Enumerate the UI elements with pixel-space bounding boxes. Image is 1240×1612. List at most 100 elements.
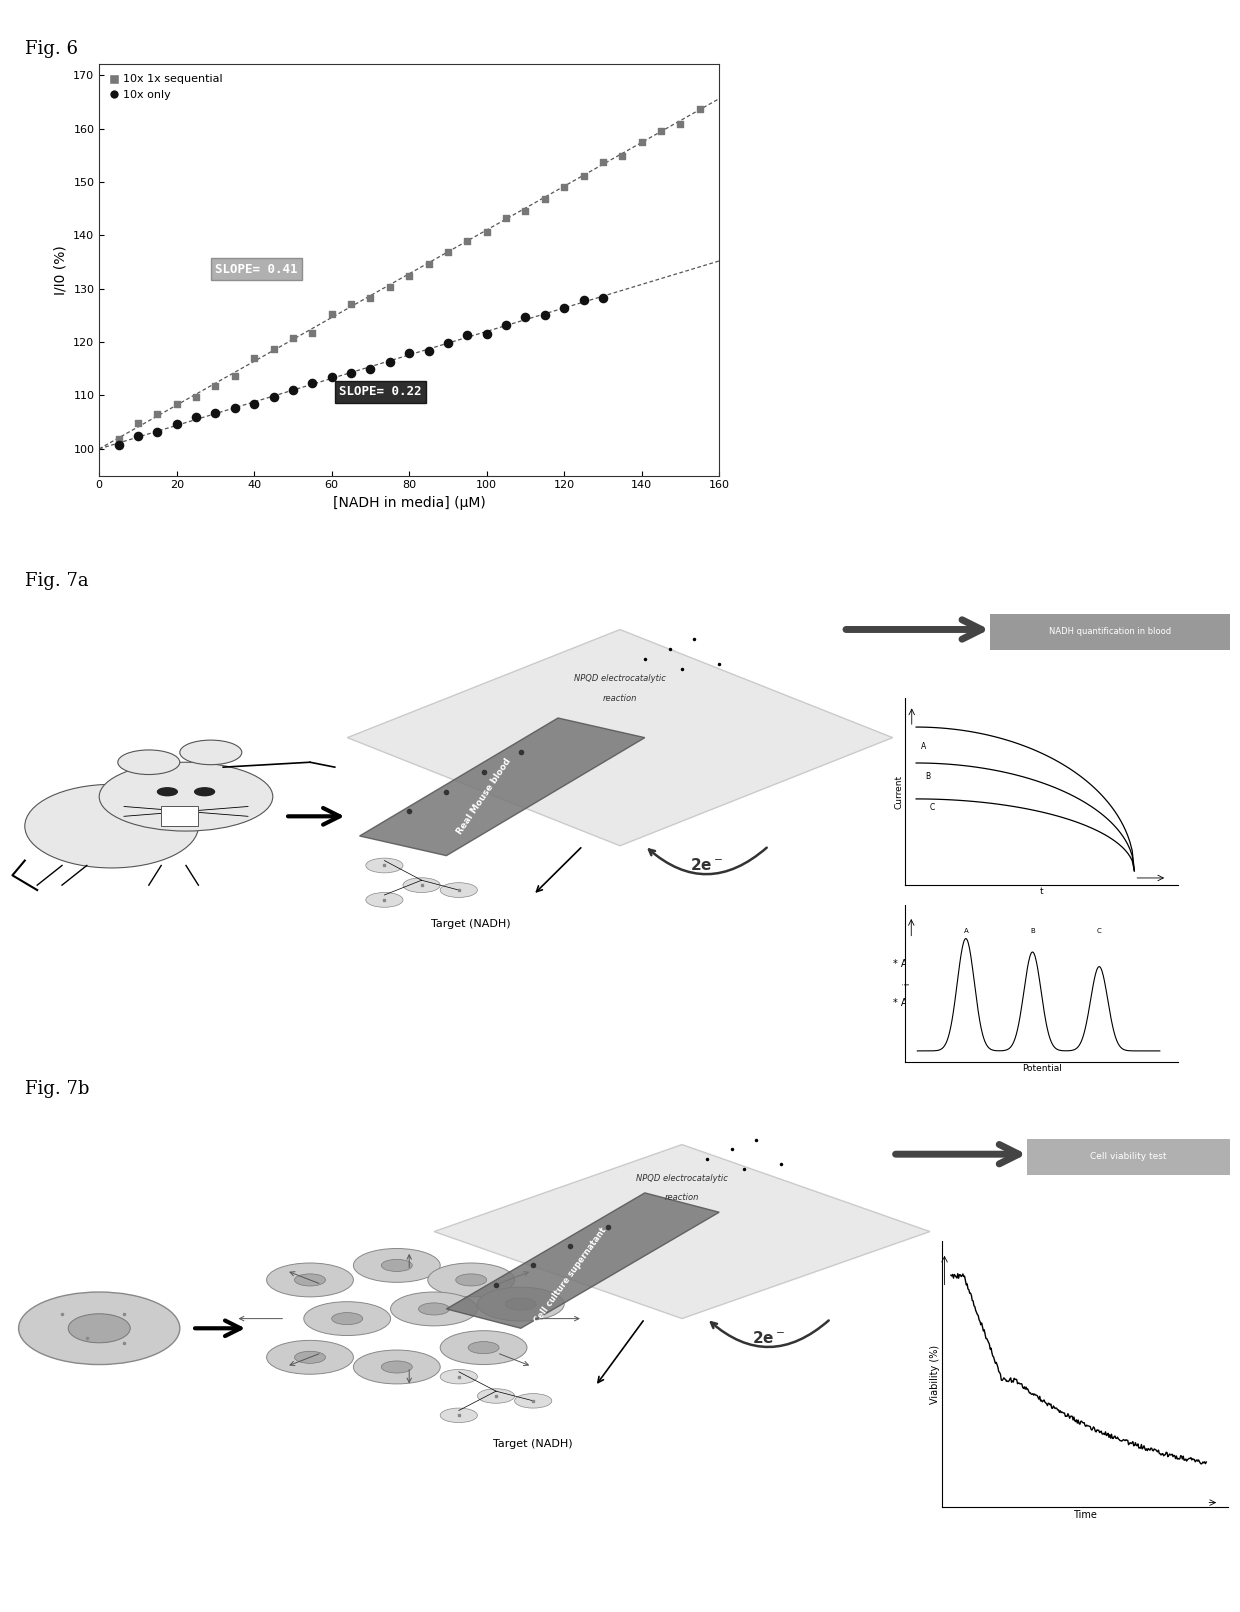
X-axis label: [NADH in media] (μM): [NADH in media] (μM) bbox=[332, 496, 486, 509]
Y-axis label: I/I0 (%): I/I0 (%) bbox=[53, 245, 68, 295]
Circle shape bbox=[118, 750, 180, 774]
FancyBboxPatch shape bbox=[990, 614, 1230, 650]
Ellipse shape bbox=[295, 1273, 325, 1286]
10x only bbox=[516, 305, 536, 330]
Circle shape bbox=[440, 1369, 477, 1383]
Ellipse shape bbox=[267, 1341, 353, 1373]
Circle shape bbox=[515, 1393, 552, 1409]
Text: * Acquisition of transient reaction of minute density: * Acquisition of transient reaction of m… bbox=[893, 998, 1146, 1008]
Text: NADH quantification in blood: NADH quantification in blood bbox=[1049, 627, 1171, 637]
Circle shape bbox=[440, 883, 477, 898]
Ellipse shape bbox=[304, 1302, 391, 1335]
10x 1x sequential bbox=[574, 163, 594, 189]
Circle shape bbox=[403, 879, 440, 893]
10x only bbox=[283, 377, 303, 403]
10x only bbox=[206, 400, 226, 426]
10x only bbox=[224, 395, 244, 421]
10x only bbox=[186, 405, 206, 430]
Text: Cell viability test: Cell viability test bbox=[1090, 1153, 1167, 1161]
10x 1x sequential bbox=[671, 111, 691, 137]
10x only bbox=[438, 330, 458, 356]
Bar bbox=[161, 806, 198, 825]
10x 1x sequential bbox=[109, 426, 129, 451]
Text: SLOPE= 0.41: SLOPE= 0.41 bbox=[216, 263, 298, 276]
10x 1x sequential bbox=[244, 345, 264, 371]
10x 1x sequential bbox=[341, 290, 361, 316]
Circle shape bbox=[195, 788, 215, 796]
Circle shape bbox=[366, 893, 403, 908]
10x only bbox=[303, 371, 322, 397]
Ellipse shape bbox=[353, 1349, 440, 1383]
10x 1x sequential bbox=[379, 274, 399, 300]
Ellipse shape bbox=[469, 1341, 498, 1354]
Ellipse shape bbox=[68, 1314, 130, 1343]
10x 1x sequential bbox=[554, 174, 574, 200]
10x 1x sequential bbox=[148, 401, 167, 427]
Ellipse shape bbox=[295, 1351, 325, 1364]
10x 1x sequential bbox=[264, 337, 284, 363]
Polygon shape bbox=[360, 717, 645, 856]
Text: NPQD electrocatalytic: NPQD electrocatalytic bbox=[636, 1174, 728, 1183]
10x 1x sequential bbox=[516, 198, 536, 224]
Ellipse shape bbox=[267, 1264, 353, 1296]
Ellipse shape bbox=[440, 1332, 527, 1364]
10x 1x sequential bbox=[303, 319, 322, 345]
10x 1x sequential bbox=[476, 219, 496, 245]
10x 1x sequential bbox=[651, 118, 671, 143]
10x only bbox=[496, 313, 516, 339]
Text: reaction: reaction bbox=[603, 693, 637, 703]
Ellipse shape bbox=[382, 1259, 412, 1272]
10x only bbox=[166, 411, 186, 437]
10x 1x sequential bbox=[419, 251, 439, 277]
Text: Real Mouse blood: Real Mouse blood bbox=[455, 758, 512, 837]
10x 1x sequential bbox=[458, 229, 477, 255]
FancyBboxPatch shape bbox=[1027, 1138, 1230, 1175]
Text: Fig. 7b: Fig. 7b bbox=[25, 1080, 89, 1098]
10x only bbox=[379, 350, 399, 376]
Circle shape bbox=[440, 1409, 477, 1422]
Text: NPQD electrocatalytic: NPQD electrocatalytic bbox=[574, 674, 666, 683]
10x only bbox=[476, 321, 496, 347]
10x 1x sequential bbox=[128, 409, 148, 435]
10x only bbox=[399, 340, 419, 366]
10x 1x sequential bbox=[322, 300, 342, 326]
10x only bbox=[128, 422, 148, 448]
Circle shape bbox=[477, 1388, 515, 1402]
Ellipse shape bbox=[19, 1293, 180, 1364]
10x 1x sequential bbox=[593, 148, 613, 174]
10x only bbox=[419, 337, 439, 363]
Circle shape bbox=[99, 762, 273, 832]
Ellipse shape bbox=[332, 1312, 362, 1325]
10x only bbox=[322, 364, 342, 390]
Ellipse shape bbox=[477, 1286, 564, 1320]
10x 1x sequential bbox=[399, 263, 419, 289]
Ellipse shape bbox=[419, 1302, 449, 1315]
Ellipse shape bbox=[391, 1293, 477, 1325]
10x only bbox=[341, 359, 361, 385]
10x 1x sequential bbox=[496, 205, 516, 231]
Text: 2e$^-$: 2e$^-$ bbox=[691, 858, 723, 874]
Circle shape bbox=[157, 788, 177, 796]
10x 1x sequential bbox=[534, 185, 554, 211]
10x 1x sequential bbox=[283, 324, 303, 350]
10x only bbox=[109, 432, 129, 458]
Polygon shape bbox=[434, 1145, 930, 1319]
Text: * Applicable to any part of body: * Applicable to any part of body bbox=[893, 959, 1049, 969]
10x only bbox=[574, 287, 594, 313]
10x only bbox=[554, 295, 574, 321]
10x 1x sequential bbox=[438, 239, 458, 264]
Text: Fig. 7a: Fig. 7a bbox=[25, 572, 88, 590]
10x 1x sequential bbox=[689, 95, 709, 121]
10x only bbox=[593, 285, 613, 311]
10x only bbox=[534, 303, 554, 329]
Text: Target (NADH): Target (NADH) bbox=[432, 919, 511, 930]
10x 1x sequential bbox=[361, 285, 381, 311]
Text: Cell culture supernatant: Cell culture supernatant bbox=[533, 1225, 608, 1325]
Text: Target (NADH): Target (NADH) bbox=[494, 1440, 573, 1449]
Text: 2e$^-$: 2e$^-$ bbox=[753, 1330, 785, 1346]
10x only bbox=[148, 419, 167, 445]
Text: Fig. 6: Fig. 6 bbox=[25, 40, 78, 58]
10x 1x sequential bbox=[206, 374, 226, 400]
10x only bbox=[458, 322, 477, 348]
10x 1x sequential bbox=[166, 392, 186, 418]
